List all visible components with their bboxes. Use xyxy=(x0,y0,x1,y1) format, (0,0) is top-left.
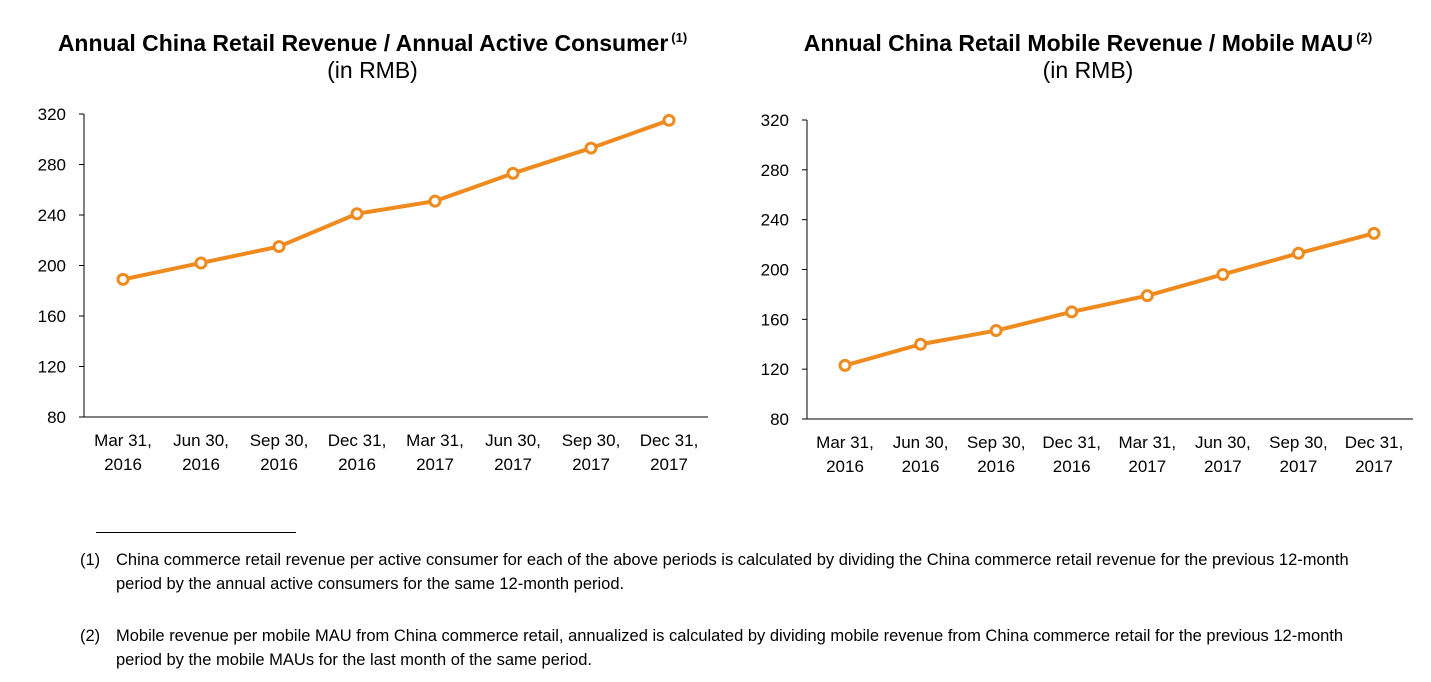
y-tick-label: 240 xyxy=(761,211,789,230)
data-point xyxy=(194,256,208,270)
x-tick-label: 2016 xyxy=(182,455,220,474)
x-tick-label: 2017 xyxy=(1280,457,1318,476)
x-tick-label: 2017 xyxy=(1128,457,1166,476)
x-tick-label: Dec 31, xyxy=(1345,433,1404,452)
x-tick-label: Dec 31, xyxy=(640,431,699,450)
series-line xyxy=(844,231,1375,368)
footnote-divider xyxy=(96,532,296,533)
chart-plot-left: 80 120 160 200 240 280 320 Mar 31, 2016 Jun 30, 20… xyxy=(38,105,708,474)
chart-title-text: Annual China Retail Revenue / Annual Act… xyxy=(57,30,669,56)
chart-left: Annual China Retail Revenue / Annual Act… xyxy=(0,0,745,500)
data-point xyxy=(914,337,928,351)
data-point xyxy=(272,240,286,254)
x-tick-label: Sep 30, xyxy=(1269,433,1328,452)
data-point xyxy=(506,166,520,180)
data-point xyxy=(838,358,852,372)
data-point xyxy=(662,113,676,127)
x-tick-label: Dec 31, xyxy=(328,431,387,450)
y-tick-label: 320 xyxy=(761,111,789,130)
data-point xyxy=(116,272,130,286)
y-tick-label: 320 xyxy=(38,105,66,124)
data-point xyxy=(1140,289,1154,303)
y-tick-label: 120 xyxy=(38,358,66,377)
data-point xyxy=(1216,267,1230,281)
x-tick-label: Sep 30, xyxy=(967,433,1026,452)
x-tick-label: Mar 31, xyxy=(1118,433,1176,452)
chart-title: Annual China Retail Mobile Revenue / Mob… xyxy=(745,24,1431,57)
x-tick-label: 2017 xyxy=(1204,457,1242,476)
x-tick-label: Sep 30, xyxy=(250,431,309,450)
y-tick-label: 120 xyxy=(761,360,789,379)
footnote-mark: (2) xyxy=(80,627,101,645)
data-point xyxy=(584,141,598,155)
x-tick-label: Mar 31, xyxy=(94,431,152,450)
x-tick-label: Mar 31, xyxy=(406,431,464,450)
y-tick-label: 80 xyxy=(47,408,66,427)
chart-subtitle: (in RMB) xyxy=(1042,57,1134,83)
footnote-mark: (1) xyxy=(80,551,101,569)
y-tick-label: 160 xyxy=(38,307,66,326)
y-tick-label: 200 xyxy=(761,261,789,280)
chart-title-text: Annual China Retail Mobile Revenue / Mob… xyxy=(803,30,1354,56)
data-point xyxy=(350,207,364,221)
chart-subtitle: (in RMB) xyxy=(327,57,418,83)
y-tick-label: 200 xyxy=(38,257,66,276)
x-tick-label: 2016 xyxy=(260,455,298,474)
x-tick-label: Jun 30, xyxy=(173,431,229,450)
data-point xyxy=(1065,305,1079,319)
footnote-ref: (2) xyxy=(1356,30,1373,45)
x-tick-label: Jun 30, xyxy=(1195,433,1251,452)
x-tick-label: 2016 xyxy=(338,455,376,474)
x-tick-label: 2017 xyxy=(416,455,454,474)
y-tick-label: 160 xyxy=(761,310,789,329)
y-tick-label: 280 xyxy=(761,161,789,180)
x-tick-label: 2016 xyxy=(1053,457,1091,476)
footnote-1: (1) China commerce retail revenue per ac… xyxy=(80,548,1390,596)
x-tick-label: Jun 30, xyxy=(893,433,949,452)
series-line xyxy=(122,118,670,282)
footnote-ref: (1) xyxy=(671,30,688,45)
data-point xyxy=(1291,246,1305,260)
footnote-text: China commerce retail revenue per active… xyxy=(116,551,1349,593)
chart-title: Annual China Retail Revenue / Annual Act… xyxy=(0,24,745,57)
x-tick-label: 2017 xyxy=(650,455,688,474)
y-tick-label: 80 xyxy=(770,410,789,429)
y-tick-label: 240 xyxy=(38,206,66,225)
footnote-2: (2) Mobile revenue per mobile MAU from C… xyxy=(80,624,1390,672)
footnote-text: Mobile revenue per mobile MAU from China… xyxy=(116,627,1344,669)
x-tick-label: 2017 xyxy=(572,455,610,474)
y-tick-label: 280 xyxy=(38,156,66,175)
chart-plot-right: 80 120 160 200 240 280 320 Mar 31, 2016 Jun 30, 20… xyxy=(761,111,1413,476)
x-tick-label: 2017 xyxy=(1355,457,1393,476)
data-point xyxy=(428,194,442,208)
data-point xyxy=(1367,226,1381,240)
x-tick-label: 2016 xyxy=(104,455,142,474)
chart-right: Annual China Retail Mobile Revenue / Mob… xyxy=(745,0,1431,500)
x-tick-label: 2016 xyxy=(902,457,940,476)
x-tick-label: Dec 31, xyxy=(1042,433,1101,452)
x-tick-label: 2017 xyxy=(494,455,532,474)
x-tick-label: Jun 30, xyxy=(485,431,541,450)
data-point xyxy=(989,324,1003,338)
x-tick-label: 2016 xyxy=(977,457,1015,476)
x-tick-label: Mar 31, xyxy=(816,433,874,452)
x-tick-label: Sep 30, xyxy=(562,431,621,450)
x-tick-label: 2016 xyxy=(826,457,864,476)
